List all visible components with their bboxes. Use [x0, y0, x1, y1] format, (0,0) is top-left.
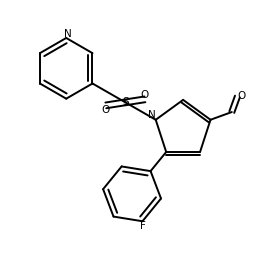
- Text: O: O: [102, 105, 110, 115]
- Text: F: F: [140, 221, 145, 231]
- Text: O: O: [141, 90, 149, 100]
- Text: N: N: [148, 110, 155, 120]
- Text: N: N: [64, 29, 72, 39]
- Text: S: S: [122, 97, 129, 107]
- Text: O: O: [237, 91, 246, 101]
